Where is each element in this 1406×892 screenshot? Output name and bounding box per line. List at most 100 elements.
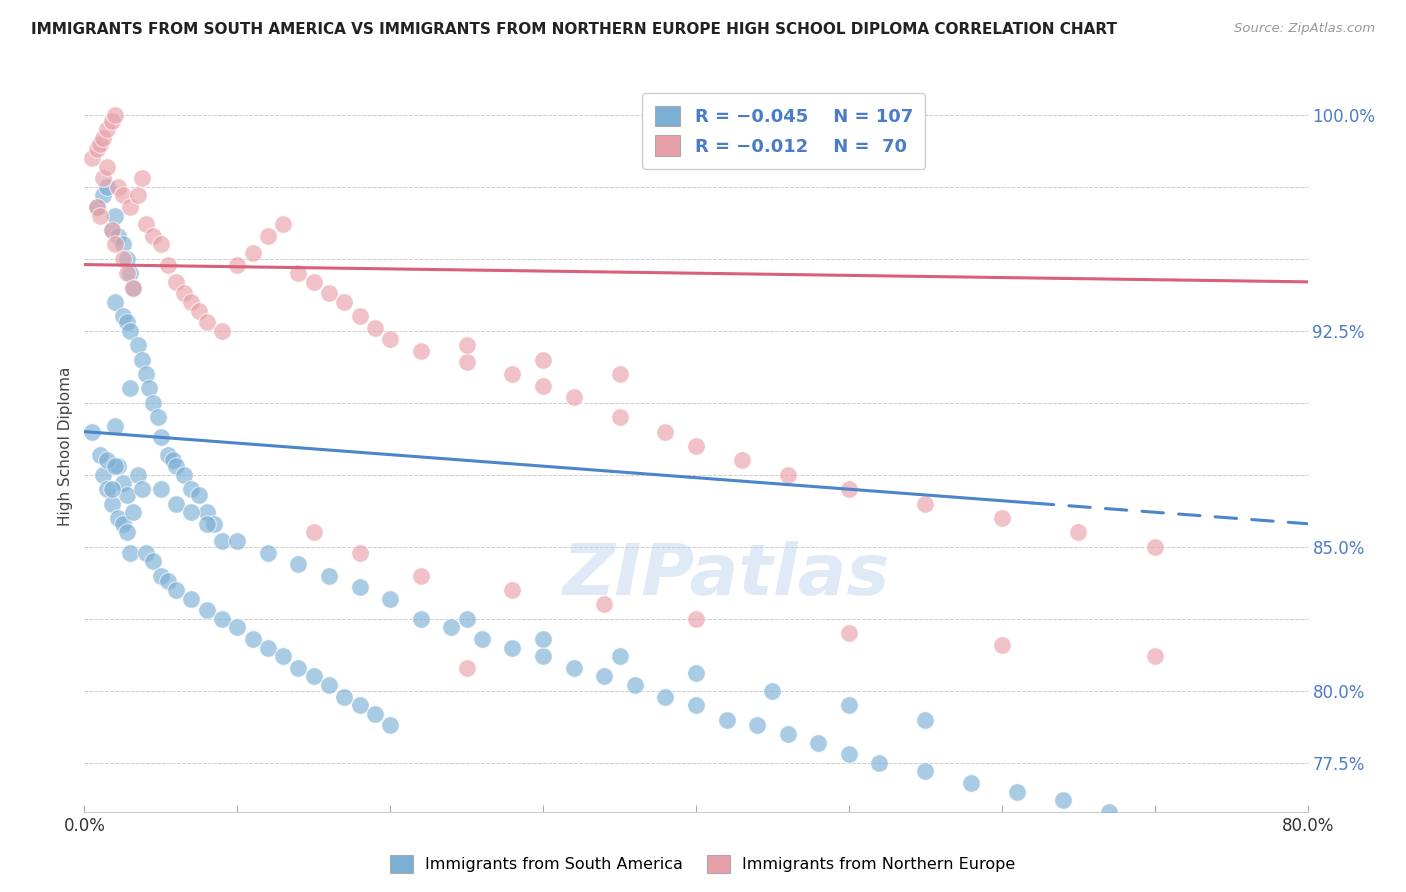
- Point: [101, 497, 124, 511]
- Point: [165, 497, 187, 511]
- Point: [104, 237, 127, 252]
- Point: [960, 776, 983, 790]
- Point: [318, 568, 340, 582]
- Point: [349, 580, 371, 594]
- Point: [838, 698, 860, 713]
- Point: [111, 476, 134, 491]
- Point: [149, 568, 172, 582]
- Point: [107, 179, 129, 194]
- Point: [101, 223, 124, 237]
- Point: [157, 448, 180, 462]
- Point: [211, 324, 233, 338]
- Point: [122, 280, 145, 294]
- Point: [456, 338, 478, 352]
- Point: [165, 275, 187, 289]
- Point: [80, 425, 103, 439]
- Point: [333, 690, 356, 704]
- Point: [96, 482, 118, 496]
- Point: [142, 554, 165, 568]
- Legend: Immigrants from South America, Immigrants from Northern Europe: Immigrants from South America, Immigrant…: [384, 848, 1022, 880]
- Point: [180, 591, 202, 606]
- Point: [107, 511, 129, 525]
- Point: [138, 381, 160, 395]
- Point: [211, 612, 233, 626]
- Point: [242, 246, 264, 260]
- Point: [122, 505, 145, 519]
- Point: [111, 237, 134, 252]
- Point: [91, 131, 114, 145]
- Point: [531, 649, 554, 664]
- Text: Source: ZipAtlas.com: Source: ZipAtlas.com: [1234, 22, 1375, 36]
- Point: [531, 352, 554, 367]
- Point: [685, 439, 707, 453]
- Point: [80, 151, 103, 165]
- Point: [180, 482, 202, 496]
- Point: [226, 534, 249, 549]
- Point: [211, 534, 233, 549]
- Y-axis label: High School Diploma: High School Diploma: [58, 367, 73, 525]
- Point: [302, 669, 325, 683]
- Point: [180, 295, 202, 310]
- Point: [562, 661, 585, 675]
- Point: [120, 324, 142, 338]
- Point: [86, 142, 108, 156]
- Point: [409, 568, 432, 582]
- Point: [257, 228, 280, 243]
- Point: [318, 286, 340, 301]
- Point: [1005, 784, 1028, 798]
- Point: [120, 266, 142, 280]
- Point: [914, 764, 936, 779]
- Point: [202, 516, 225, 531]
- Point: [242, 632, 264, 646]
- Point: [776, 467, 799, 482]
- Point: [115, 315, 138, 329]
- Point: [716, 713, 738, 727]
- Point: [380, 718, 402, 732]
- Point: [685, 666, 707, 681]
- Point: [120, 200, 142, 214]
- Point: [149, 237, 172, 252]
- Point: [271, 217, 294, 231]
- Point: [593, 669, 616, 683]
- Point: [456, 661, 478, 675]
- Point: [135, 217, 157, 231]
- Point: [257, 545, 280, 559]
- Point: [96, 453, 118, 467]
- Point: [111, 310, 134, 324]
- Point: [146, 410, 169, 425]
- Point: [654, 425, 676, 439]
- Point: [349, 310, 371, 324]
- Point: [101, 482, 124, 496]
- Point: [120, 545, 142, 559]
- Point: [318, 678, 340, 692]
- Point: [991, 511, 1014, 525]
- Point: [380, 591, 402, 606]
- Point: [122, 280, 145, 294]
- Point: [1143, 649, 1166, 664]
- Point: [96, 179, 118, 194]
- Point: [914, 713, 936, 727]
- Point: [471, 632, 494, 646]
- Point: [195, 505, 218, 519]
- Point: [609, 410, 631, 425]
- Point: [157, 258, 180, 272]
- Point: [287, 661, 309, 675]
- Point: [654, 690, 676, 704]
- Point: [287, 557, 309, 571]
- Point: [731, 453, 754, 467]
- Point: [1052, 793, 1074, 807]
- Point: [531, 378, 554, 392]
- Point: [101, 223, 124, 237]
- Point: [107, 228, 129, 243]
- Point: [456, 355, 478, 369]
- Point: [180, 505, 202, 519]
- Point: [149, 482, 172, 496]
- Point: [869, 756, 891, 770]
- Point: [226, 258, 249, 272]
- Point: [838, 626, 860, 640]
- Point: [101, 113, 124, 128]
- Point: [89, 209, 111, 223]
- Point: [271, 649, 294, 664]
- Point: [142, 396, 165, 410]
- Point: [593, 598, 616, 612]
